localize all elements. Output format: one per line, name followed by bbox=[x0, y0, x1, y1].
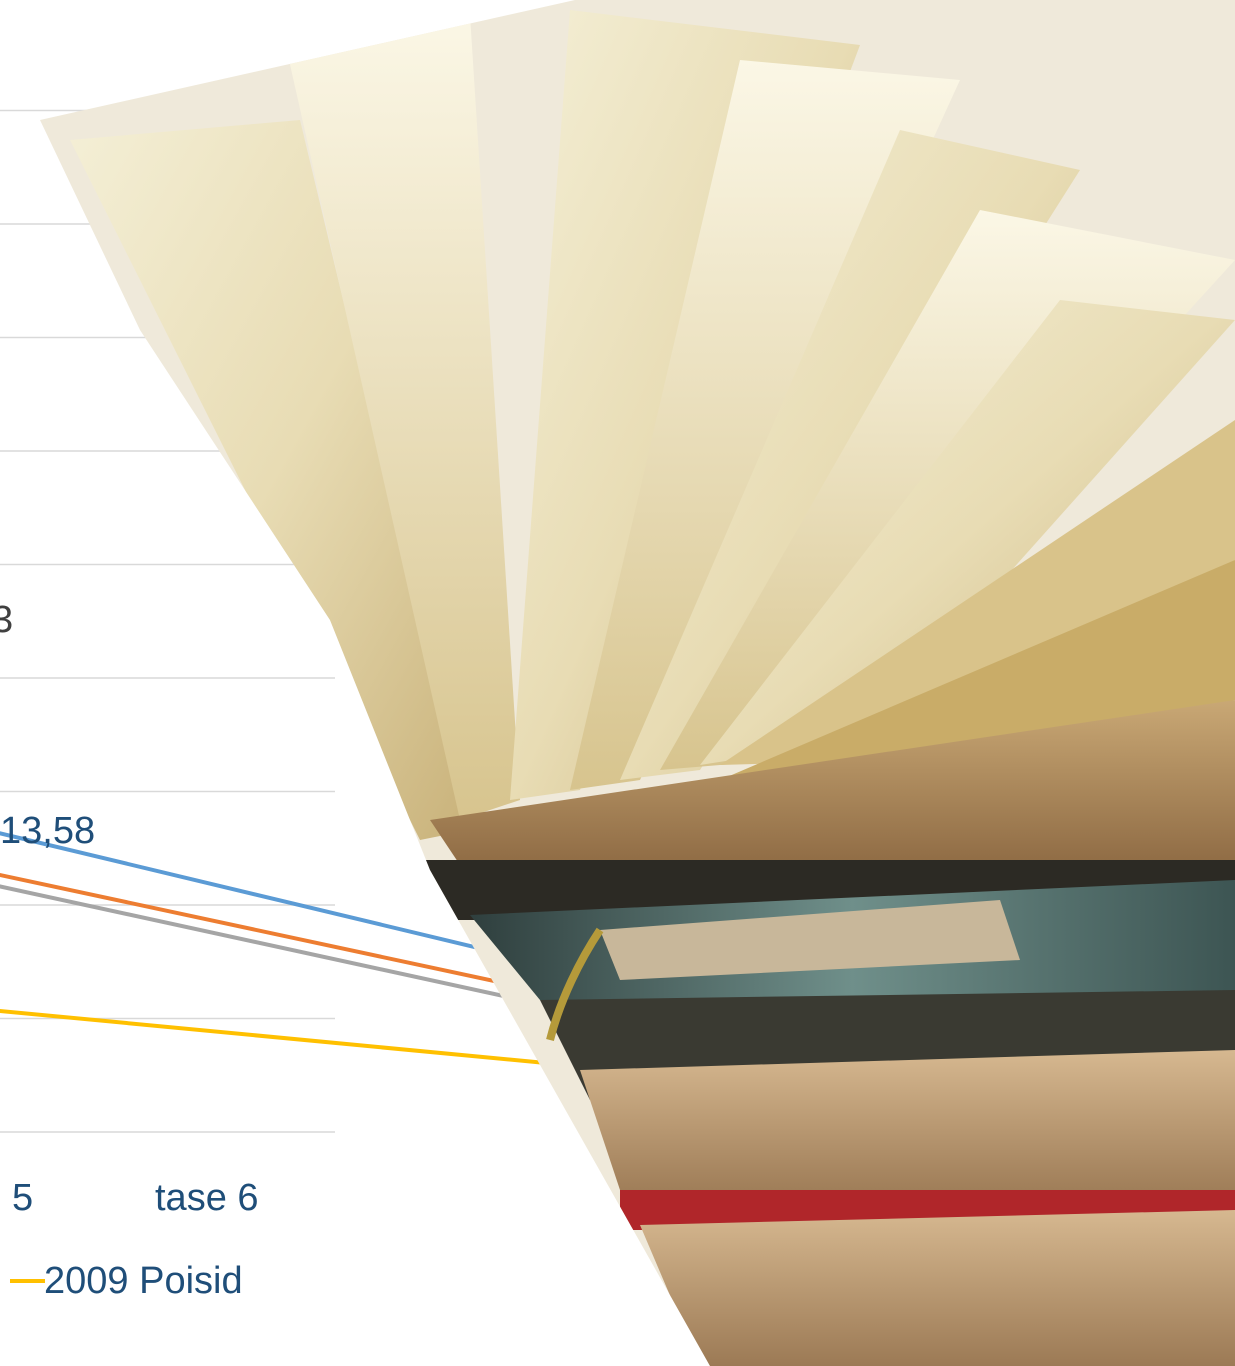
data-label: 13,58 bbox=[0, 810, 95, 852]
x-axis-labels: 5 tase 6 bbox=[12, 1177, 259, 1219]
x-tick-label: tase 6 bbox=[155, 1177, 259, 1219]
legend: 2009 Poisid bbox=[10, 1260, 243, 1302]
data-label: 3 bbox=[0, 599, 13, 641]
x-tick-label: 5 bbox=[12, 1177, 33, 1219]
legend-label: 2009 Poisid bbox=[44, 1260, 243, 1302]
